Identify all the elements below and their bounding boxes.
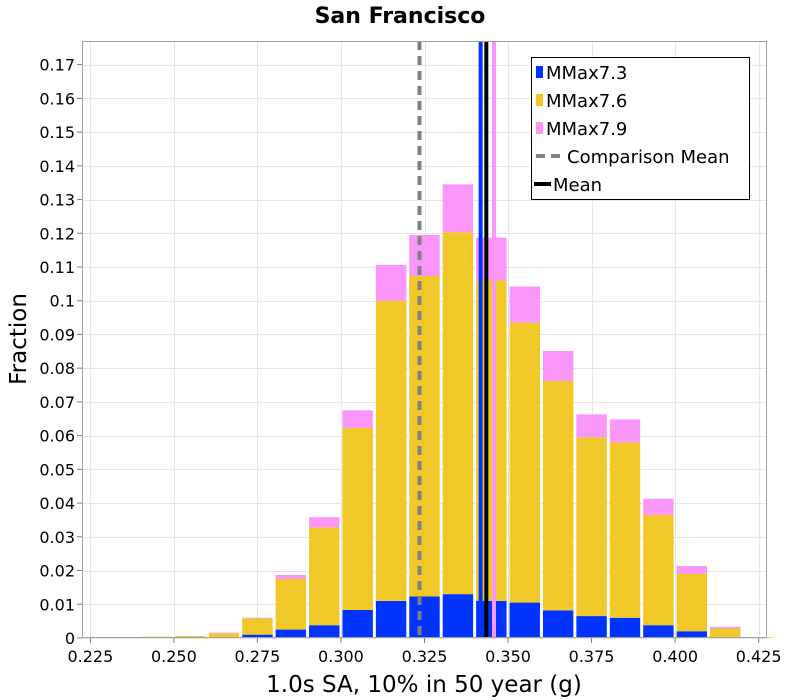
bar-mmax7-6	[309, 527, 340, 626]
legend: MMax7.3 MMax7.6 MMax7.9 Comparison Mean Mean	[531, 57, 750, 200]
bar-mmax7-9	[309, 517, 340, 528]
x-tick-label: 0.350	[485, 647, 531, 666]
bar-mmax7-9	[643, 498, 674, 515]
bar-mmax7-9	[542, 350, 574, 381]
y-tick-label: 0.13	[39, 191, 75, 210]
bar-mmax7-6	[576, 437, 607, 617]
bar-mmax7-3	[442, 594, 474, 638]
bar-stacks	[108, 184, 774, 638]
bar-mmax7-6	[676, 573, 708, 632]
x-tick-label: 0.275	[235, 647, 281, 666]
bar-mmax7-3	[609, 617, 641, 638]
bar-mmax7-9	[375, 264, 407, 301]
y-tick-label: 0.16	[39, 89, 75, 108]
legend-swatch-mmax7-6	[536, 94, 543, 106]
bar-mmax7-3	[542, 610, 574, 638]
legend-box	[531, 57, 750, 200]
bar-mmax7-6	[275, 578, 307, 630]
y-tick-label: 0.12	[39, 224, 75, 243]
bar-mmax7-6	[442, 232, 474, 595]
bar-mmax7-9	[676, 566, 708, 574]
bar-mmax7-6	[375, 300, 407, 601]
bar-mmax7-9	[208, 632, 240, 634]
legend-label-mmax7-3: MMax7.3	[546, 63, 627, 84]
x-tick-label: 0.400	[652, 647, 698, 666]
legend-label-mean: Mean	[553, 175, 602, 196]
y-axis-ticks: 0 0.01 0.02 0.03 0.04 0.05 0.06 0.07 0.08 0.09 0.1…	[39, 56, 82, 648]
bar-mmax7-9	[342, 410, 373, 428]
x-tick-label: 0.325	[402, 647, 448, 666]
legend-swatch-mmax7-9	[536, 122, 543, 134]
y-tick-label: 0.04	[39, 494, 75, 513]
legend-label-mmax7-6: MMax7.6	[546, 91, 627, 112]
chart-title: San Francisco	[315, 4, 486, 29]
bar-mmax7-6	[409, 276, 440, 597]
y-tick-label: 0.17	[39, 56, 75, 75]
bar-mmax7-9	[442, 184, 474, 233]
bar-mmax7-9	[275, 574, 307, 579]
x-tick-label: 0.225	[67, 647, 113, 666]
y-tick-label: 0.01	[39, 595, 75, 614]
y-tick-label: 0.11	[39, 258, 75, 277]
mean-lines	[417, 41, 497, 638]
bar-mmax7-9	[242, 617, 273, 619]
y-tick-label: 0.03	[39, 528, 75, 547]
bar-mmax7-9	[609, 419, 641, 443]
y-tick-label: 0.1	[50, 292, 75, 311]
y-tick-label: 0.06	[39, 427, 75, 446]
bar-mmax7-3	[375, 600, 407, 638]
legend-label-comparison-mean: Comparison Mean	[567, 147, 730, 168]
bar-mmax7-9	[576, 414, 607, 438]
bar-mmax7-3	[643, 625, 674, 638]
legend-label-mmax7-9: MMax7.9	[546, 119, 627, 140]
y-tick-label: 0.09	[39, 325, 75, 344]
bar-mmax7-3	[676, 631, 708, 638]
bar-mmax7-6	[509, 322, 540, 603]
bar-mmax7-6	[542, 380, 574, 611]
y-tick-label: 0.08	[39, 359, 75, 378]
bar-mmax7-6	[609, 442, 641, 618]
bar-mmax7-3	[275, 629, 307, 638]
legend-swatch-mmax7-3	[536, 66, 543, 78]
y-tick-label: 0.02	[39, 562, 75, 581]
y-tick-label: 0.07	[39, 393, 75, 412]
y-tick-label: 0.15	[39, 123, 75, 142]
x-tick-label: 0.300	[318, 647, 364, 666]
bar-mmax7-3	[576, 616, 607, 638]
bar-mmax7-6	[242, 618, 273, 635]
y-tick-label: 0	[65, 629, 75, 648]
x-tick-label: 0.250	[151, 647, 197, 666]
bar-mmax7-6	[175, 635, 206, 638]
y-tick-label: 0.14	[39, 157, 75, 176]
bar-mmax7-9	[509, 286, 540, 323]
x-axis-label: 1.0s SA, 10% in 50 year (g)	[266, 672, 582, 698]
bar-mmax7-9	[710, 626, 741, 629]
bar-mmax7-3	[242, 634, 273, 638]
bar-mmax7-6	[710, 628, 741, 637]
bar-mmax7-3	[409, 596, 440, 638]
x-tick-label: 0.375	[569, 647, 615, 666]
bar-mmax7-6	[342, 427, 373, 611]
bar-mmax7-9	[409, 234, 440, 277]
bar-mmax7-3	[342, 610, 373, 638]
plot-border	[82, 41, 767, 638]
x-axis-ticks: 0.225 0.250 0.275 0.300 0.325 0.350 0.375 0.400…	[67, 638, 782, 666]
x-tick-label: 0.425	[736, 647, 782, 666]
bar-mmax7-3	[509, 602, 540, 638]
bar-mmax7-6	[643, 514, 674, 626]
bar-mmax7-3	[309, 625, 340, 638]
y-tick-label: 0.05	[39, 460, 75, 479]
bar-mmax7-6	[208, 633, 240, 638]
y-axis-label: Fraction	[6, 293, 32, 385]
